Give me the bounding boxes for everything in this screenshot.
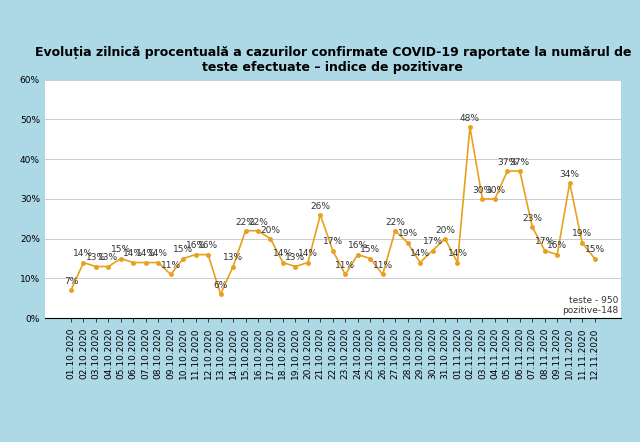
Text: 20%: 20%: [435, 225, 455, 235]
Text: 14%: 14%: [447, 249, 467, 259]
Text: 23%: 23%: [522, 213, 542, 223]
Text: 13%: 13%: [223, 253, 243, 263]
Text: 7%: 7%: [64, 277, 78, 286]
Text: 15%: 15%: [584, 245, 605, 255]
Text: 15%: 15%: [360, 245, 380, 255]
Text: 16%: 16%: [348, 241, 368, 251]
Text: 11%: 11%: [335, 261, 355, 271]
Text: 11%: 11%: [372, 261, 393, 271]
Text: 17%: 17%: [422, 237, 443, 247]
Text: 14%: 14%: [124, 249, 143, 259]
Text: 22%: 22%: [236, 217, 255, 227]
Text: 48%: 48%: [460, 114, 480, 123]
Text: 19%: 19%: [397, 229, 418, 239]
Text: 34%: 34%: [560, 170, 580, 179]
Text: 13%: 13%: [86, 253, 106, 263]
Text: 14%: 14%: [136, 249, 156, 259]
Text: 19%: 19%: [572, 229, 592, 239]
Text: 15%: 15%: [173, 245, 193, 255]
Text: 14%: 14%: [298, 249, 318, 259]
Text: 16%: 16%: [547, 241, 567, 251]
Text: 11%: 11%: [161, 261, 180, 271]
Title: Evoluția zilnică procentuală a cazurilor confirmate COVID-19 raportate la număru: Evoluția zilnică procentuală a cazurilor…: [35, 46, 631, 74]
Text: 17%: 17%: [534, 237, 555, 247]
Text: 30%: 30%: [472, 186, 492, 195]
Text: 26%: 26%: [310, 202, 330, 211]
Text: 30%: 30%: [485, 186, 505, 195]
Text: 22%: 22%: [248, 217, 268, 227]
Text: 16%: 16%: [186, 241, 205, 251]
Text: 17%: 17%: [323, 237, 343, 247]
Text: 14%: 14%: [273, 249, 293, 259]
Text: 14%: 14%: [410, 249, 430, 259]
Text: teste - 950
pozitive-148: teste - 950 pozitive-148: [562, 296, 618, 316]
Text: 22%: 22%: [385, 217, 405, 227]
Text: 13%: 13%: [99, 253, 118, 263]
Text: 37%: 37%: [509, 158, 530, 167]
Text: 14%: 14%: [74, 249, 93, 259]
Text: 6%: 6%: [213, 281, 228, 290]
Text: 37%: 37%: [497, 158, 517, 167]
Text: 20%: 20%: [260, 225, 280, 235]
Text: 15%: 15%: [111, 245, 131, 255]
Text: 13%: 13%: [285, 253, 305, 263]
Text: 16%: 16%: [198, 241, 218, 251]
Text: 14%: 14%: [148, 249, 168, 259]
